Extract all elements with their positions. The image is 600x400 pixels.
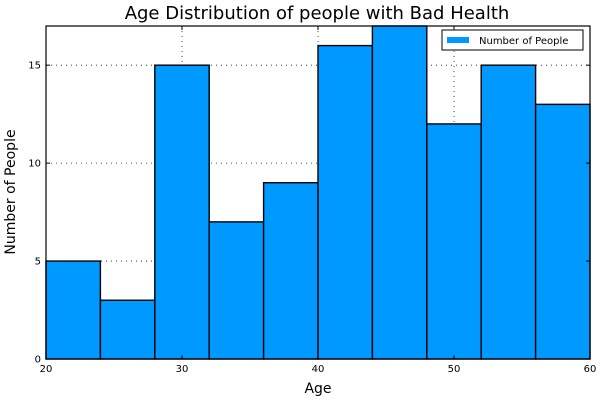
histogram-bar	[262, 182, 319, 360]
x-tick-labels: 20 30 40 50 60	[40, 364, 597, 375]
y-tick-label: 0	[35, 355, 41, 366]
y-tick-label: 5	[35, 257, 41, 268]
legend-box	[441, 29, 584, 51]
y-tick-labels: 0 5 10 15	[28, 61, 41, 366]
x-tick-label: 50	[448, 364, 461, 375]
histogram-bar	[208, 221, 265, 360]
y-tick-label: 15	[28, 61, 41, 72]
histogram-bar	[317, 44, 374, 360]
histogram-bar	[426, 123, 482, 360]
chart-title: Age Distribution of people with Bad Heal…	[125, 3, 510, 24]
axis-ticks	[45, 26, 591, 360]
histogram-bar	[99, 299, 156, 360]
x-tick-label: 40	[312, 364, 325, 375]
x-axis-label: Age	[304, 381, 331, 397]
y-axis-label: Number of People	[3, 129, 19, 254]
y-tick-label: 10	[28, 159, 41, 170]
x-tick-label: 60	[584, 364, 597, 375]
histogram-bar	[371, 25, 428, 360]
x-tick-label: 20	[40, 364, 53, 375]
histogram-bar	[534, 103, 591, 360]
legend-swatch	[447, 37, 469, 43]
legend: Number of People	[441, 29, 584, 51]
legend-label: Number of People	[479, 36, 568, 47]
histogram-bar	[480, 64, 537, 360]
histogram-bar	[45, 260, 102, 360]
x-tick-label: 30	[176, 364, 189, 375]
histogram-bar	[154, 64, 210, 360]
bars	[45, 25, 591, 360]
